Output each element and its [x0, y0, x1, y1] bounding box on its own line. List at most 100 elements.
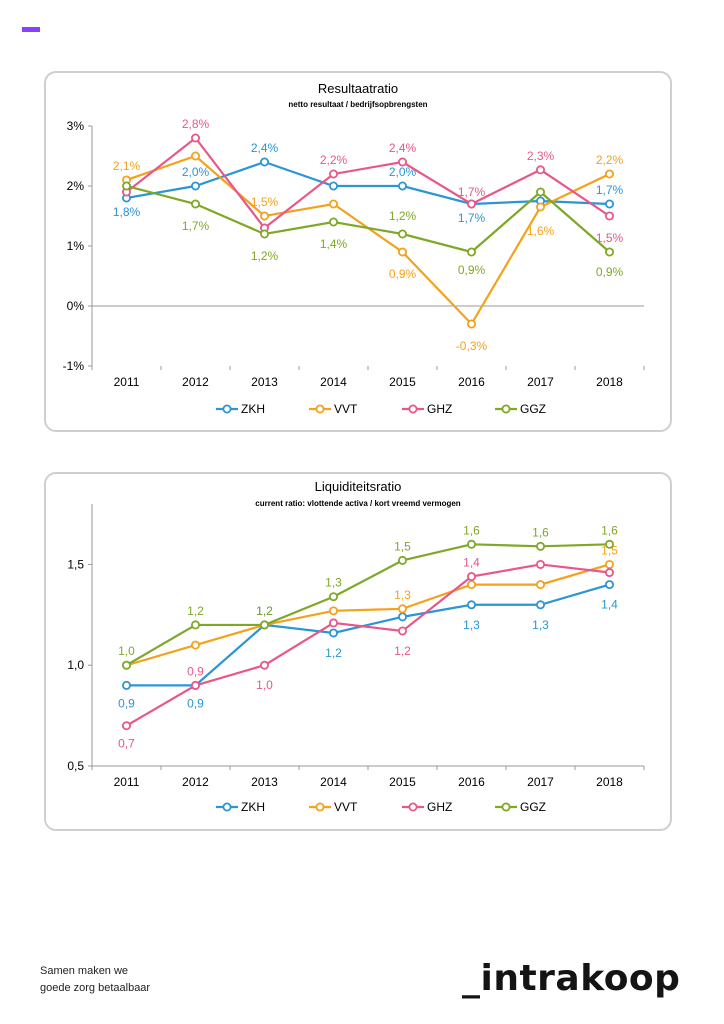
data-point-ggz: [122, 660, 132, 670]
data-point-ghz: [466, 199, 476, 209]
data-point-vvt: [397, 247, 407, 257]
data-label-vvt: 1,6%: [527, 224, 555, 238]
data-label-ggz: 1,3: [325, 576, 342, 590]
x-tick-label: 2017: [527, 775, 554, 789]
data-point-ggz: [535, 541, 545, 551]
legend-swatch-marker: [408, 802, 418, 812]
legend-swatch-marker: [222, 802, 232, 812]
legend-swatch-marker: [501, 802, 511, 812]
data-point-vvt: [605, 559, 615, 569]
data-point-vvt: [466, 580, 476, 590]
x-tick-label: 2014: [320, 775, 347, 789]
x-tick-label: 2017: [527, 375, 554, 389]
data-point-ghz: [605, 568, 615, 578]
x-tick-label: 2016: [458, 375, 485, 389]
legend-swatch-marker: [222, 404, 232, 414]
data-label-ghz: 2,2%: [320, 153, 348, 167]
data-label-zkh: 2,0%: [389, 165, 417, 179]
x-tick-label: 2016: [458, 775, 485, 789]
result-ratio-chart-panel: Resultaatratio netto resultaat / bedrijfs…: [44, 71, 672, 432]
data-label-ggz: 1,2%: [251, 249, 279, 263]
data-point-ggz: [466, 539, 476, 549]
data-label-ghz: 1,5%: [596, 231, 624, 245]
data-label-zkh: 1,3: [532, 618, 549, 632]
data-point-ggz: [605, 247, 615, 257]
data-label-vvt: 2,2%: [596, 153, 624, 167]
series-line-vvt: [126, 563, 610, 667]
data-point-zkh: [605, 580, 615, 590]
data-point-ghz: [259, 660, 269, 670]
liquidity-ratio-chart-panel: Liquiditeitsratio current ratio: vlottend…: [44, 472, 672, 831]
x-tick-label: 2011: [114, 775, 140, 789]
y-tick-label: -1%: [63, 359, 85, 373]
data-point-ggz: [397, 555, 407, 565]
data-point-zkh: [328, 628, 338, 638]
data-label-ggz: 1,7%: [182, 219, 210, 233]
data-point-zkh: [605, 199, 615, 209]
data-point-vvt: [397, 604, 407, 614]
legend-label-zkh: ZKH: [241, 402, 265, 416]
data-label-vvt: 2,1%: [113, 159, 141, 173]
data-point-vvt: [605, 169, 615, 179]
data-label-zkh: 1,8%: [113, 205, 141, 219]
legend-label-zkh: ZKH: [241, 800, 265, 814]
data-label-zkh: 1,2: [325, 646, 342, 660]
data-point-ghz: [122, 721, 132, 731]
data-point-vvt: [328, 606, 338, 616]
data-point-zkh: [397, 181, 407, 191]
x-tick-label: 2018: [596, 375, 623, 389]
data-label-ghz: 2,8%: [182, 117, 210, 131]
data-label-zkh: 2,4%: [251, 141, 279, 155]
legend-swatch-marker: [315, 802, 325, 812]
data-label-zkh: 2,0%: [182, 165, 210, 179]
data-point-ghz: [535, 165, 545, 175]
data-label-zkh: 1,7%: [596, 183, 624, 197]
data-point-ggz: [190, 620, 200, 630]
legend-label-vvt: VVT: [334, 402, 358, 416]
data-point-ghz: [397, 626, 407, 636]
data-point-ghz: [328, 618, 338, 628]
data-label-vvt: 0,9%: [389, 267, 417, 281]
x-tick-label: 2013: [251, 775, 278, 789]
data-label-zkh: 1,2: [256, 604, 273, 618]
data-label-zkh: 1,3: [463, 618, 480, 632]
data-label-vvt: 1,5: [601, 543, 618, 557]
data-label-ggz: 1,6: [532, 525, 549, 539]
data-point-zkh: [122, 680, 132, 690]
data-point-ghz: [605, 211, 615, 221]
data-point-zkh: [259, 157, 269, 167]
data-label-vvt: -0,3%: [456, 339, 488, 353]
data-point-zkh: [328, 181, 338, 191]
data-label-vvt: 1,3: [394, 588, 411, 602]
series-line-ggz: [125, 543, 610, 667]
data-label-ggz: 1,2: [187, 604, 204, 618]
legend-label-ggz: GGZ: [520, 800, 546, 814]
data-point-ggz: [190, 199, 200, 209]
data-point-ghz: [328, 169, 338, 179]
chart-subtitle: current ratio: vlottende activa / kort v…: [255, 499, 461, 508]
series-line-ghz: [125, 563, 610, 727]
data-point-vvt: [535, 202, 545, 212]
legend-label-ghz: GHZ: [427, 800, 452, 814]
legend-label-ggz: GGZ: [520, 402, 546, 416]
footer-tagline: Samen maken we goede zorg betaalbaar: [40, 963, 150, 997]
y-tick-label: 1,5: [67, 557, 84, 571]
data-point-vvt: [328, 199, 338, 209]
data-label-zkh: 0,9: [118, 696, 135, 710]
data-label-ghz: 1,2: [394, 644, 411, 658]
data-point-ggz: [397, 229, 407, 239]
x-tick-label: 2013: [251, 375, 278, 389]
tagline-line-2: goede zorg betaalbaar: [40, 982, 151, 994]
data-label-vvt: 1,5%: [251, 195, 279, 209]
liquidity-ratio-chart: Liquiditeitsratio current ratio: vlottend…: [67, 479, 645, 814]
chart-title: Resultaatratio: [318, 81, 398, 96]
series-line-vvt: [126, 154, 610, 326]
legend-swatch-marker: [501, 404, 511, 414]
data-point-ghz: [190, 680, 200, 690]
data-label-zkh: 1,4: [601, 598, 618, 612]
data-label-ggz: 0,9%: [458, 263, 486, 277]
legend-label-ghz: GHZ: [427, 402, 452, 416]
data-point-ghz: [535, 559, 545, 569]
data-point-vvt: [190, 151, 200, 161]
data-point-vvt: [466, 319, 476, 329]
